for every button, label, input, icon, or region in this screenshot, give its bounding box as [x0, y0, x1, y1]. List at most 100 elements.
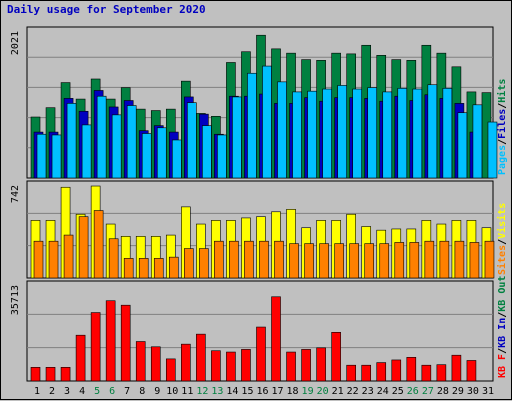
x-tick-label-19: 19 [302, 386, 314, 397]
x-tick-label-1: 1 [34, 386, 40, 397]
x-tick-label-26: 26 [407, 386, 419, 397]
legend-kb-out: KB Out [497, 276, 508, 312]
bar-pages-day-9 [156, 127, 167, 179]
bar-sites-day-4 [78, 216, 89, 279]
x-tick-label-15: 15 [241, 386, 253, 397]
legend-/: / [497, 348, 508, 354]
x-tick-label-3: 3 [64, 386, 70, 397]
bar-kb-f-day-5 [90, 312, 101, 382]
bar-sites-day-24 [379, 243, 390, 279]
bar-sites-day-30 [469, 242, 480, 279]
x-tick-label-12: 12 [196, 386, 208, 397]
bar-pages-day-18 [292, 91, 302, 179]
bar-pages-day-7 [126, 105, 137, 179]
legend-/: / [497, 139, 508, 145]
bar-kb-f-day-6 [105, 300, 116, 382]
x-tick-label-6: 6 [109, 386, 115, 397]
x-tick-label-22: 22 [347, 386, 359, 397]
bar-kb-f-day-7 [120, 304, 131, 382]
bar-kb-f-day-10 [165, 358, 176, 382]
right-legend-visits-sites: Sites/Visits [496, 203, 508, 275]
bar-kb-f-day-3 [60, 367, 71, 382]
chart-title: Daily usage for September 2020 [7, 3, 206, 16]
bar-sites-day-11 [184, 248, 194, 279]
bar-sites-day-28 [439, 240, 450, 279]
bar-pages-day-20 [322, 88, 332, 179]
x-tick-label-2: 2 [49, 386, 55, 397]
bar-pages-day-12 [202, 125, 212, 179]
x-tick-label-24: 24 [377, 386, 389, 397]
right-legend-kbytes: KB F/KB In/KB Out [497, 276, 508, 378]
bar-sites-day-26 [409, 242, 420, 279]
bar-sites-day-9 [153, 258, 164, 279]
bar-sites-day-5 [93, 210, 104, 279]
bar-pages-day-21 [337, 85, 347, 179]
bar-pages-day-29 [457, 112, 468, 179]
bar-kb-f-day-24 [376, 362, 387, 382]
bar-pages-day-26 [412, 88, 423, 179]
bar-pages-day-10 [171, 139, 182, 179]
bar-pages-day-17 [277, 81, 287, 179]
x-tick-label-9: 9 [154, 386, 160, 397]
bar-sites-day-27 [424, 240, 435, 279]
bar-sites-day-22 [349, 243, 359, 279]
bar-pages-day-11 [187, 102, 197, 179]
x-tick-label-17: 17 [271, 386, 283, 397]
bar-sites-day-20 [319, 243, 329, 279]
ymax-label-visits-sites: 742 [10, 185, 21, 203]
bar-pages-day-14 [232, 96, 242, 179]
bar-kb-f-day-18 [286, 351, 296, 382]
x-tick-label-29: 29 [452, 386, 464, 397]
bar-pages-day-19 [307, 90, 317, 179]
bar-sites-day-8 [138, 258, 149, 279]
bar-pages-day-22 [352, 88, 362, 179]
bar-kb-f-day-4 [75, 334, 86, 382]
bar-kb-f-day-12 [196, 333, 206, 382]
bar-kb-f-day-23 [361, 364, 372, 382]
bar-sites-day-14 [229, 240, 239, 279]
x-tick-label-27: 27 [422, 386, 434, 397]
bar-sites-day-3 [63, 234, 74, 279]
legend-pages: Pages [497, 145, 508, 175]
bar-sites-day-7 [123, 258, 134, 279]
bar-kb-f-day-20 [316, 347, 326, 382]
bar-pages-day-15 [247, 72, 257, 179]
x-tick-label-10: 10 [166, 386, 178, 397]
bar-kb-f-day-19 [301, 349, 311, 382]
x-tick-label-16: 16 [256, 386, 268, 397]
bar-kb-f-day-16 [256, 326, 266, 382]
bar-sites-day-21 [334, 243, 344, 279]
ymax-label-hits-files-pages: 2021 [10, 31, 21, 55]
bar-kb-f-day-26 [406, 357, 417, 382]
bar-pages-day-4 [81, 124, 92, 179]
bar-kb-f-day-2 [45, 367, 56, 382]
bar-kb-f-day-14 [226, 351, 236, 382]
bar-sites-day-18 [289, 243, 299, 279]
legend-kb-in: KB In [497, 318, 508, 348]
legend-kb-f: KB F [497, 354, 508, 378]
x-tick-label-11: 11 [181, 386, 193, 397]
x-tick-label-18: 18 [287, 386, 299, 397]
x-tick-label-21: 21 [332, 386, 344, 397]
bar-sites-day-17 [274, 240, 284, 279]
bar-kb-f-day-25 [391, 359, 402, 382]
x-tick-label-25: 25 [392, 386, 404, 397]
bar-kb-f-day-11 [181, 343, 191, 382]
right-legend-hits-files-pages: Pages/Files/Hits [496, 79, 508, 175]
bar-pages-day-2 [51, 134, 62, 179]
x-tick-label-28: 28 [437, 386, 449, 397]
legend-hits: Hits [496, 79, 508, 103]
legend-sites: Sites [496, 245, 508, 275]
bar-kb-f-day-29 [451, 354, 462, 382]
bar-sites-day-1 [33, 240, 44, 279]
bar-kb-f-day-21 [331, 332, 341, 382]
bar-kb-f-day-8 [135, 341, 146, 382]
x-tick-label-23: 23 [362, 386, 374, 397]
bar-kb-f-day-15 [241, 349, 251, 382]
bar-sites-day-10 [168, 256, 179, 279]
bar-sites-day-6 [108, 238, 119, 279]
bar-pages-day-30 [472, 104, 483, 179]
bar-pages-day-25 [397, 88, 408, 179]
